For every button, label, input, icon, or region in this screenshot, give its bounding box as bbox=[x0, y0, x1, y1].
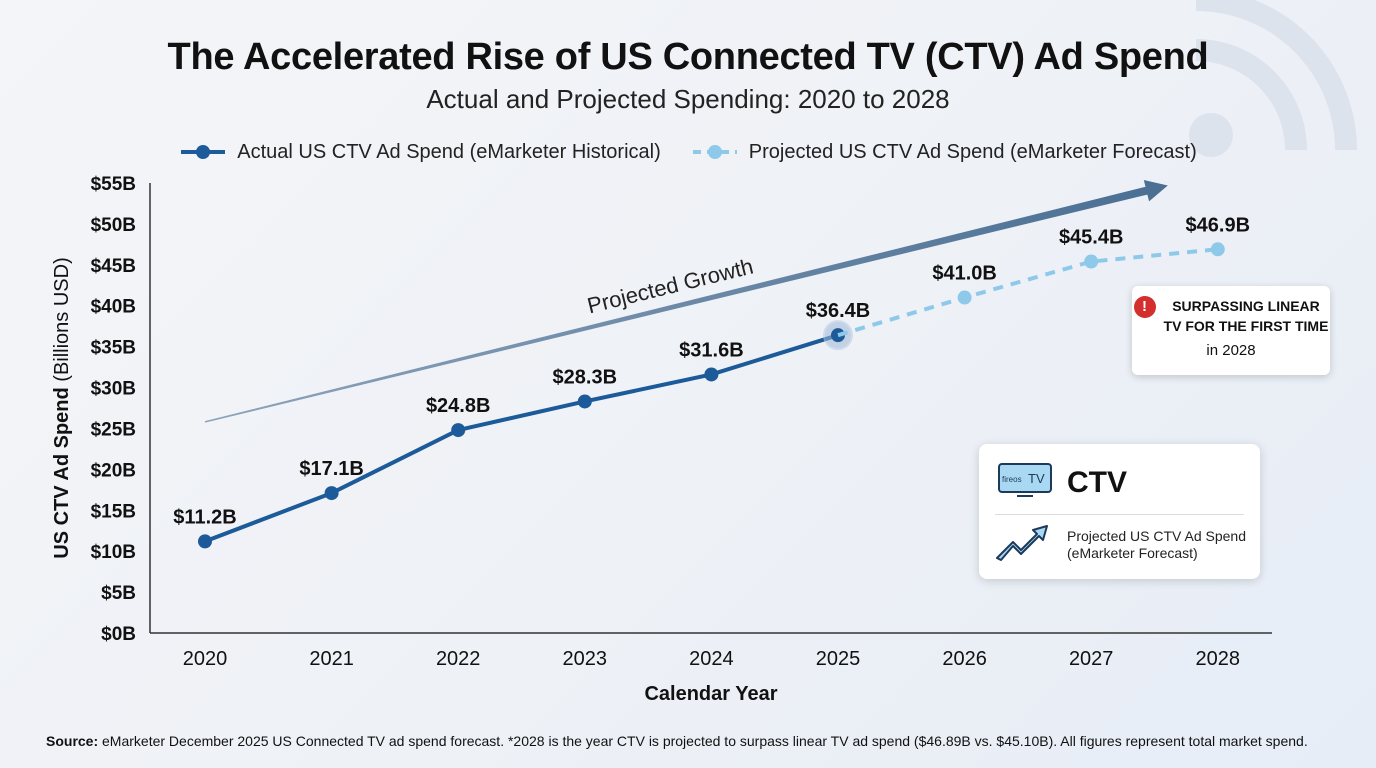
x-tick-label: 2020 bbox=[183, 648, 228, 670]
actual-series-line bbox=[204, 333, 839, 544]
x-tick-label: 2023 bbox=[563, 648, 608, 670]
y-tick-label: $35B bbox=[91, 338, 136, 359]
callout-surpassing-linear: ! SURPASSING LINEAR TV FOR THE FIRST TIM… bbox=[1132, 286, 1330, 375]
actual-data-point bbox=[324, 486, 339, 501]
x-tick-label: 2021 bbox=[309, 648, 354, 670]
y-tick-label: $10B bbox=[91, 542, 136, 563]
y-tick-label: $5B bbox=[101, 583, 136, 604]
projected-data-point bbox=[957, 290, 972, 305]
signal-waves-icon bbox=[1189, 0, 1357, 157]
trend-up-arrow-icon bbox=[996, 525, 1048, 561]
x-tick-label: 2025 bbox=[816, 648, 861, 670]
ctv-card-description: Projected US CTV Ad Spend (eMarketer For… bbox=[1067, 528, 1246, 562]
actual-data-point bbox=[577, 394, 592, 409]
data-label: $24.8B bbox=[426, 395, 491, 417]
ctv-info-card: fireos TV CTV Projected US CTV Ad Spend … bbox=[979, 444, 1260, 579]
chart-subtitle: Actual and Projected Spending: 2020 to 2… bbox=[426, 84, 950, 114]
data-label: $28.3B bbox=[553, 366, 618, 388]
projected-data-point bbox=[1084, 254, 1099, 269]
legend-item-actual: Actual US CTV Ad Spend (eMarketer Histor… bbox=[179, 141, 661, 164]
ctv-card-title: CTV bbox=[1067, 466, 1127, 499]
y-tick-label: $40B bbox=[91, 297, 136, 318]
legend-swatch-projected bbox=[692, 145, 737, 159]
callout-title-line1: SURPASSING LINEAR bbox=[1172, 298, 1320, 314]
tv-icon-brand: fireos bbox=[1002, 475, 1022, 484]
data-label: $46.9B bbox=[1186, 214, 1251, 236]
actual-data-point bbox=[704, 367, 719, 382]
projected-series-line bbox=[837, 247, 1218, 338]
callout-subtext: in 2028 bbox=[1206, 342, 1256, 359]
y-tick-label: $0B bbox=[101, 624, 136, 645]
y-axis-title-bold: US CTV Ad Spend bbox=[51, 382, 73, 559]
chart-legend: Actual US CTV Ad Spend (eMarketer Histor… bbox=[0, 140, 1376, 164]
ctv-desc-line1: Projected US CTV Ad Spend bbox=[1067, 528, 1246, 544]
chart-title: The Accelerated Rise of US Connected TV … bbox=[167, 36, 1209, 78]
exclamation-icon: ! bbox=[1133, 296, 1156, 318]
ctv-card-divider bbox=[995, 514, 1244, 515]
callout-title: SURPASSING LINEAR TV FOR THE FIRST TIME bbox=[1164, 296, 1329, 336]
x-tick-label: 2028 bbox=[1196, 648, 1241, 670]
projected-growth-trend-arrow bbox=[204, 180, 1168, 423]
footnote-label: Source: bbox=[46, 733, 99, 749]
data-label: $17.1B bbox=[299, 458, 364, 480]
y-tick-label: $15B bbox=[91, 501, 136, 522]
ctv-desc-line2: (eMarketer Forecast) bbox=[1067, 545, 1198, 561]
x-tick-label: 2026 bbox=[942, 648, 987, 670]
footnote-text: eMarketer December 2025 US Connected TV … bbox=[102, 733, 1308, 749]
data-label: $41.0B bbox=[932, 263, 997, 285]
x-tick-label: 2022 bbox=[436, 648, 481, 670]
source-footnote: Source: eMarketer December 2025 US Conne… bbox=[46, 733, 1308, 749]
y-tick-label: $25B bbox=[91, 419, 136, 440]
data-label: $11.2B bbox=[173, 506, 236, 528]
projected-data-point bbox=[1210, 242, 1225, 257]
callout-title-line2: TV FOR THE FIRST TIME bbox=[1163, 318, 1329, 334]
y-tick-label: $20B bbox=[91, 460, 136, 481]
y-tick-label: $30B bbox=[91, 379, 136, 400]
x-axis-title: Calendar Year bbox=[644, 683, 777, 705]
y-axis-title: US CTV Ad Spend (Billions USD) bbox=[51, 257, 73, 559]
tv-icon: fireos TV bbox=[998, 463, 1052, 497]
y-tick-label: $45B bbox=[91, 256, 136, 277]
actual-data-point bbox=[198, 534, 212, 549]
tv-icon-label: TV bbox=[1028, 471, 1045, 486]
data-label: $31.6B bbox=[679, 339, 744, 361]
x-tick-label: 2027 bbox=[1069, 648, 1114, 670]
y-tick-label: $55B bbox=[91, 174, 136, 195]
y-axis-title-unit: (Billions USD) bbox=[51, 257, 73, 381]
data-label: $45.4B bbox=[1059, 227, 1124, 249]
x-tick-label: 2024 bbox=[689, 648, 734, 670]
actual-data-point bbox=[451, 423, 466, 438]
legend-item-projected: Projected US CTV Ad Spend (eMarketer For… bbox=[691, 141, 1197, 164]
y-tick-label: $50B bbox=[91, 215, 136, 236]
legend-swatch-actual bbox=[181, 145, 226, 159]
legend-label-actual: Actual US CTV Ad Spend (eMarketer Histor… bbox=[237, 140, 661, 163]
legend-label-projected: Projected US CTV Ad Spend (eMarketer For… bbox=[748, 140, 1197, 163]
data-label: $36.4B bbox=[806, 300, 871, 322]
